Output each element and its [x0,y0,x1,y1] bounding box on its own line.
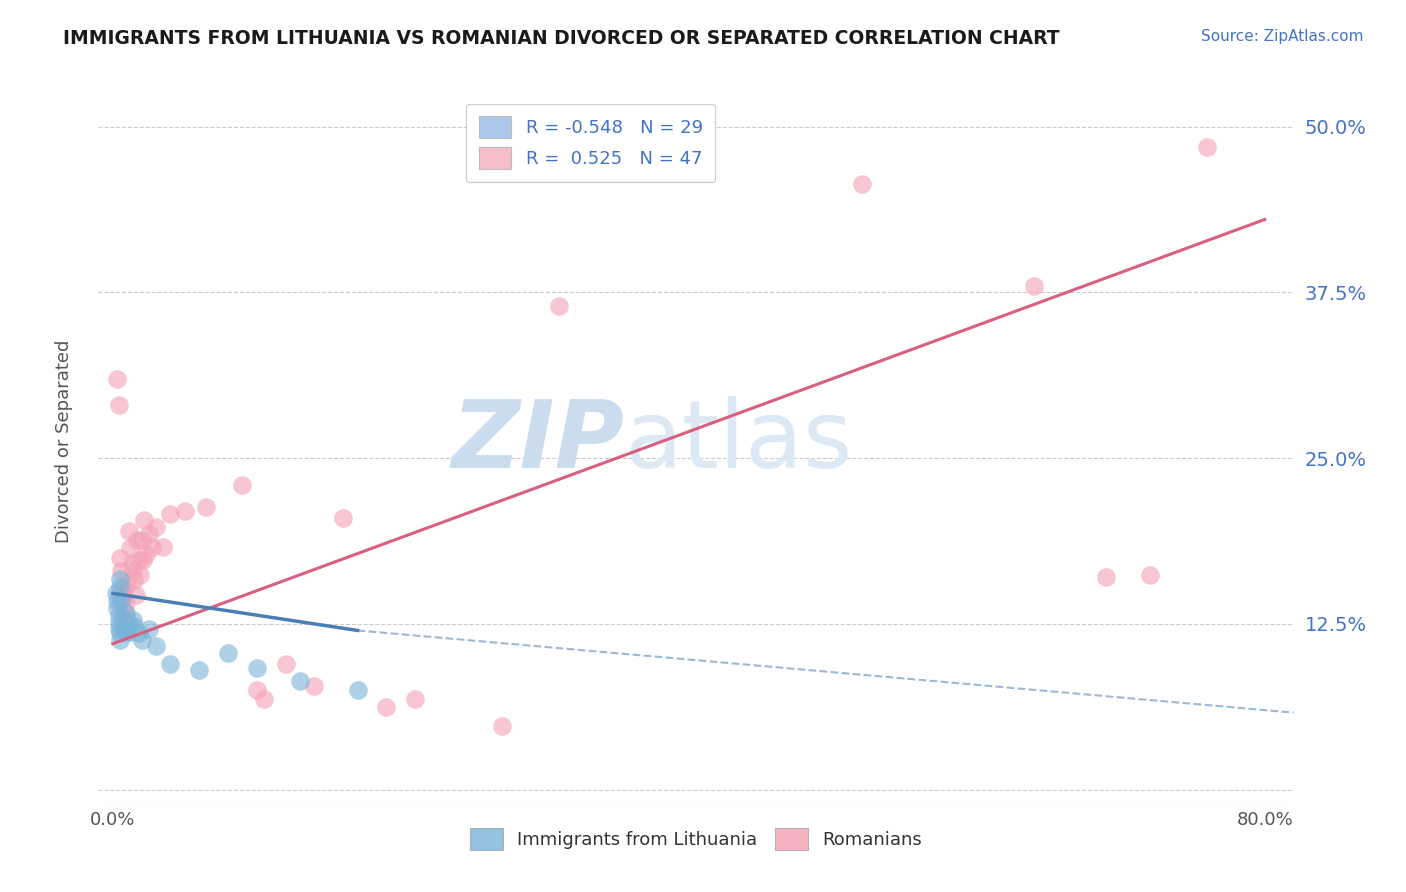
Point [548,299,571,313]
Point [107,398,129,412]
Point [159,657,181,671]
Point [128,553,150,567]
Point [108,626,131,640]
Legend: Immigrants from Lithuania, Romanians: Immigrants from Lithuania, Romanians [461,819,931,859]
Point [141,540,163,554]
Point [332,510,354,524]
Point [110,593,132,607]
Point [1197,139,1219,153]
Point [135,547,157,561]
Point [115,577,138,591]
Text: ZIP: ZIP [451,395,624,488]
Point [127,533,149,548]
Point [108,632,131,647]
Point [107,622,129,636]
Text: atlas: atlas [624,395,852,488]
Point [111,581,134,595]
Point [131,632,153,647]
Point [253,692,276,706]
Point [217,646,239,660]
Point [134,513,156,527]
Point [112,621,135,635]
Point [1139,567,1161,582]
Point [110,564,132,578]
Point [145,520,167,534]
Point [105,601,128,615]
Point [104,586,127,600]
Point [118,524,141,538]
Point [114,610,136,624]
Point [246,683,269,698]
Point [124,573,146,587]
Point [122,613,145,627]
Point [138,526,160,541]
Point [108,572,131,586]
Point [152,540,174,554]
Point [121,557,143,571]
Point [375,700,398,714]
Point [120,624,142,639]
Point [125,588,148,602]
Point [107,608,129,623]
Point [124,619,146,633]
Point [188,663,211,677]
Point [173,504,195,518]
Point [108,580,131,594]
Point [1024,278,1046,293]
Point [108,550,131,565]
Point [114,596,136,610]
Point [122,564,145,578]
Point [128,626,150,640]
Point [138,622,160,636]
Point [1095,570,1118,584]
Point [131,533,153,548]
Point [107,615,129,630]
Point [105,371,128,385]
Point [404,692,426,706]
Point [105,594,128,608]
Text: IMMIGRANTS FROM LITHUANIA VS ROMANIAN DIVORCED OR SEPARATED CORRELATION CHART: IMMIGRANTS FROM LITHUANIA VS ROMANIAN DI… [63,29,1060,47]
Y-axis label: Divorced or Separated: Divorced or Separated [55,340,73,543]
Point [288,673,311,688]
Point [346,683,368,698]
Point [145,640,167,654]
Point [231,477,253,491]
Point [129,567,152,582]
Point [111,593,134,607]
Point [112,586,135,600]
Point [491,719,513,733]
Point [274,657,297,671]
Point [159,507,181,521]
Point [114,606,136,620]
Point [120,541,142,556]
Point [132,553,155,567]
Point [118,618,141,632]
Point [115,616,138,631]
Point [246,660,269,674]
Text: Source: ZipAtlas.com: Source: ZipAtlas.com [1201,29,1364,44]
Point [114,624,136,639]
Point [195,500,218,515]
Point [304,679,326,693]
Point [111,611,134,625]
Point [851,177,873,191]
Point [112,603,135,617]
